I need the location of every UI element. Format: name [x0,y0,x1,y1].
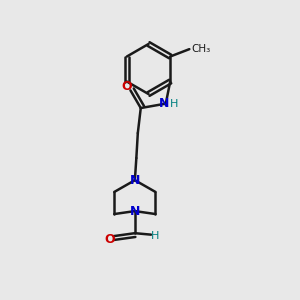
Text: N: N [159,97,169,110]
Text: H: H [170,99,178,109]
Text: O: O [104,232,115,246]
Text: O: O [122,80,132,93]
Text: N: N [130,205,140,218]
Text: CH₃: CH₃ [192,44,211,54]
Text: H: H [151,231,159,241]
Text: N: N [130,174,140,187]
